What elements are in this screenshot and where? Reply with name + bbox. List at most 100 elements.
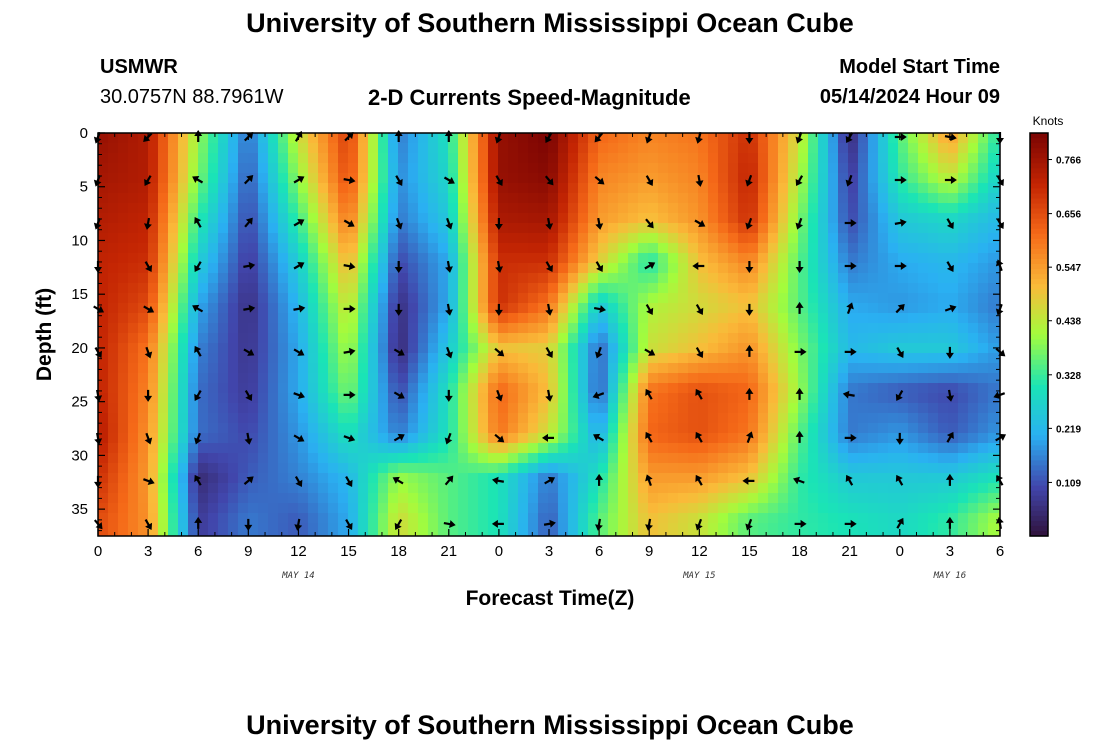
heatmap-cell — [938, 323, 949, 334]
heatmap-cell — [518, 513, 529, 524]
heatmap-cell — [778, 293, 789, 304]
heatmap-cell — [268, 373, 279, 384]
heatmap-cell — [628, 493, 639, 504]
heatmap-cell — [218, 143, 229, 154]
heatmap-cell — [598, 283, 609, 294]
heatmap-cell — [618, 183, 629, 194]
heatmap-cell — [748, 343, 759, 354]
heatmap-cell — [938, 173, 949, 184]
heatmap-cell — [758, 193, 769, 204]
current-arrow — [243, 261, 256, 270]
heatmap-cell — [858, 273, 869, 284]
heatmap-cell — [948, 233, 959, 244]
heatmap-cell — [138, 443, 149, 454]
heatmap-cell — [958, 493, 969, 504]
heatmap-cell — [828, 233, 839, 244]
heatmap-cell — [968, 493, 979, 504]
heatmap-cell — [98, 173, 109, 184]
heatmap-cell — [338, 413, 349, 424]
heatmap-cell — [308, 333, 319, 344]
heatmap-cell — [788, 143, 799, 154]
heatmap-cell — [468, 243, 479, 254]
heatmap-cell — [498, 423, 509, 434]
heatmap-cell — [258, 373, 269, 384]
heatmap-cell — [248, 523, 259, 534]
heatmap-cell — [588, 193, 599, 204]
heatmap-cell — [488, 373, 499, 384]
heatmap-cell — [708, 463, 719, 474]
heatmap-cell — [568, 353, 579, 364]
heatmap-cell — [188, 423, 199, 434]
current-arrow — [695, 431, 703, 443]
heatmap-cell — [688, 403, 699, 414]
heatmap-cell — [598, 233, 609, 244]
heatmap-cell — [808, 373, 819, 384]
heatmap-cell — [138, 183, 149, 194]
heatmap-cell — [958, 243, 969, 254]
heatmap-cell — [598, 313, 609, 324]
heatmap-cell — [678, 153, 689, 164]
heatmap-cell — [918, 293, 929, 304]
heatmap-cell — [438, 293, 449, 304]
heatmap-cell — [928, 343, 939, 354]
heatmap-cell — [138, 233, 149, 244]
heatmap-cell — [188, 523, 199, 534]
heatmap-cell — [268, 453, 279, 464]
heatmap-cell — [128, 253, 139, 264]
heatmap-cell — [738, 453, 749, 464]
heatmap-cell — [268, 183, 279, 194]
heatmap-cell — [898, 433, 909, 444]
heatmap-cell — [988, 143, 999, 154]
heatmap-cell — [938, 273, 949, 284]
heatmap-cell — [168, 423, 179, 434]
heatmap-cell — [678, 313, 689, 324]
heatmap-cell — [968, 283, 979, 294]
heatmap-cell — [398, 413, 409, 424]
heatmap-cell — [748, 143, 759, 154]
heatmap-cell — [188, 323, 199, 334]
current-arrow — [143, 305, 155, 313]
heatmap-cell — [978, 453, 989, 464]
heatmap-cell — [858, 163, 869, 174]
heatmap-cell — [238, 323, 249, 334]
heatmap-cell — [648, 273, 659, 284]
heatmap-cell — [758, 453, 769, 464]
heatmap-cell — [688, 433, 699, 444]
heatmap-cell — [748, 293, 759, 304]
heatmap-cell — [378, 143, 389, 154]
heatmap-cell — [978, 233, 989, 244]
colorbar-tick-label: 0.656 — [1056, 210, 1081, 221]
heatmap-cell — [558, 233, 569, 244]
heatmap-cell — [538, 193, 549, 204]
heatmap-cell — [828, 323, 839, 334]
date-label: MAY 15 — [682, 571, 716, 581]
heatmap-cell — [508, 253, 519, 264]
heatmap-cell — [688, 193, 699, 204]
heatmap-cell — [928, 223, 939, 234]
heatmap-cell — [198, 263, 209, 274]
heatmap-cell — [868, 403, 879, 414]
heatmap-cell — [188, 263, 199, 274]
heatmap-cell — [288, 433, 299, 444]
heatmap-cell — [428, 463, 439, 474]
heatmap-cell — [518, 473, 529, 484]
heatmap-cell — [768, 453, 779, 464]
heatmap-cell — [698, 313, 709, 324]
heatmap-cell — [428, 383, 439, 394]
heatmap-cell — [188, 153, 199, 164]
heatmap-cell — [388, 453, 399, 464]
heatmap-cell — [788, 373, 799, 384]
colorbar-segment — [1030, 153, 1048, 159]
heatmap-cell — [308, 233, 319, 244]
heatmap-cell — [468, 163, 479, 174]
heatmap-cell — [718, 233, 729, 244]
heatmap-cell — [298, 133, 309, 144]
heatmap-cell — [908, 503, 919, 514]
heatmap-cell — [188, 403, 199, 414]
current-arrow — [495, 175, 503, 187]
heatmap-cell — [958, 253, 969, 264]
heatmap-cell — [158, 273, 169, 284]
heatmap-cell — [438, 533, 449, 536]
heatmap-cell — [498, 463, 509, 474]
heatmap-cell — [958, 453, 969, 464]
